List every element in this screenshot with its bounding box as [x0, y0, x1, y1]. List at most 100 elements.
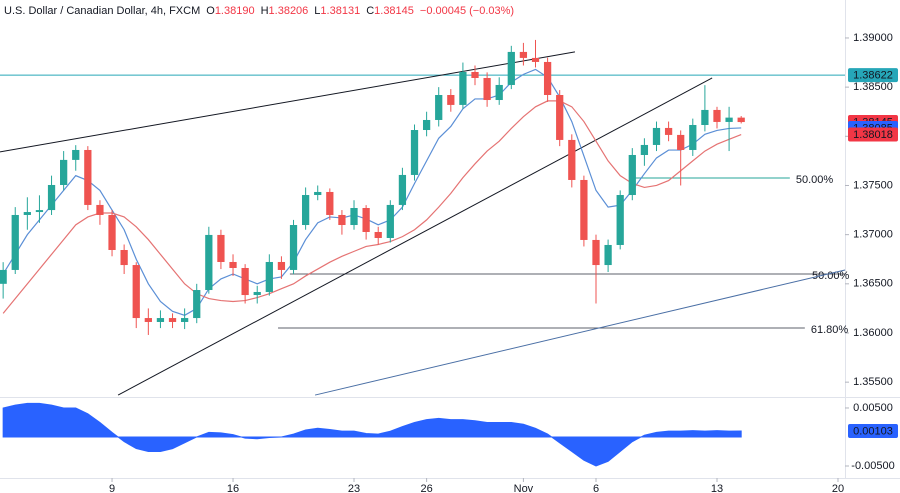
candle-body — [60, 159, 68, 185]
price-label: 1.38018 — [853, 129, 893, 141]
candle-body — [459, 71, 467, 105]
candle-body — [689, 124, 697, 150]
price-label: 0.00103 — [853, 425, 893, 437]
candle-body — [338, 214, 346, 226]
price-label: 1.38622 — [853, 70, 893, 82]
candle-body — [543, 61, 552, 96]
candle-body — [447, 95, 455, 105]
candle-body — [435, 95, 443, 120]
candle-body — [604, 244, 612, 266]
x-tick-label: 23 — [348, 483, 360, 493]
candle-body — [72, 149, 80, 160]
candle-body — [217, 234, 225, 262]
candle-body — [616, 195, 624, 245]
candle-body — [193, 290, 201, 319]
y-tick-label: 0.00500 — [853, 402, 893, 414]
candle-body — [495, 84, 503, 101]
header-text: 1.38145 — [374, 5, 414, 17]
header-text: 1.38131 — [320, 5, 360, 17]
candle-body — [120, 249, 128, 266]
candle-body — [289, 225, 298, 270]
candle-body — [277, 261, 286, 270]
header-text: C — [366, 5, 374, 17]
header-text: −0.00045 (−0.03%) — [420, 5, 514, 17]
x-tick-label: 9 — [109, 483, 115, 493]
fib-level-label: 50.00% — [796, 174, 834, 186]
candle-body — [265, 261, 273, 292]
candle-body — [205, 234, 213, 291]
x-tick-label: 26 — [420, 483, 432, 493]
y-tick-label: 1.35500 — [853, 376, 893, 388]
candle-body — [0, 269, 7, 284]
header-text: 1.38206 — [269, 5, 309, 17]
trendline — [0, 51, 576, 153]
candle-body — [531, 57, 540, 62]
candle-body — [314, 191, 322, 196]
candle-body — [11, 214, 19, 270]
candle-body — [386, 204, 394, 238]
x-tick-label: 20 — [832, 483, 844, 493]
candle-body — [652, 127, 661, 145]
candle-body — [326, 191, 334, 215]
candle-body — [156, 318, 165, 322]
candle-body — [108, 214, 116, 250]
candle-body — [253, 291, 261, 296]
x-tick-label: Nov — [514, 483, 534, 493]
candle-body — [241, 267, 249, 296]
candle-body — [737, 117, 745, 123]
oscillator-area — [2, 402, 742, 467]
y-tick-label: -0.00500 — [851, 460, 894, 472]
trendline — [314, 269, 846, 396]
trendline — [117, 77, 713, 396]
candle-body — [132, 265, 140, 319]
x-tick-label: 6 — [593, 483, 599, 493]
candle-body — [374, 231, 382, 238]
header-text: H — [261, 5, 269, 17]
x-tick-label: 13 — [711, 483, 723, 493]
candle-body — [181, 318, 189, 322]
candle-body — [47, 184, 56, 211]
y-tick-label: 1.38500 — [853, 81, 893, 93]
y-tick-label: 1.36500 — [853, 278, 893, 290]
header-text: 1.38190 — [215, 5, 255, 17]
candle-body — [701, 109, 709, 125]
price-label-box — [848, 424, 898, 439]
candle-body — [507, 51, 515, 85]
candle-body — [640, 144, 649, 155]
price-label-box — [848, 68, 898, 83]
candle-body — [483, 77, 491, 101]
candle-body — [519, 51, 528, 58]
candle-body — [84, 149, 92, 205]
y-tick-label: 1.37500 — [853, 179, 893, 191]
x-tick-label: 16 — [227, 483, 239, 493]
candle-body — [410, 130, 419, 175]
header-text: L — [314, 5, 320, 17]
chart-header: U.S. Dollar / Canadian Dollar, 4h, FXCM O… — [4, 5, 514, 17]
moving-average — [2, 100, 742, 314]
candle-body — [556, 95, 564, 140]
candle-body — [725, 117, 733, 122]
candle-body — [23, 212, 31, 215]
candle-body — [664, 127, 673, 135]
candle-body — [144, 318, 152, 322]
candle-body — [96, 204, 104, 215]
candle-body — [168, 318, 177, 322]
candle-body — [713, 109, 721, 122]
candle-body — [301, 195, 310, 226]
y-tick-label: 1.37000 — [853, 229, 893, 241]
candle-body — [628, 154, 636, 196]
fib-level-label: 61.80% — [811, 324, 849, 336]
candle-body — [568, 139, 576, 180]
candle-body — [362, 207, 370, 232]
candle-body — [35, 210, 44, 213]
header-text: U.S. Dollar / Canadian Dollar, 4h, FXCM — [4, 5, 200, 17]
candle-body — [398, 174, 407, 205]
candle-body — [350, 207, 358, 226]
candle-body — [422, 119, 431, 131]
y-tick-label: 1.39000 — [853, 32, 893, 44]
candle-body — [471, 71, 479, 78]
candle-body — [592, 239, 600, 266]
